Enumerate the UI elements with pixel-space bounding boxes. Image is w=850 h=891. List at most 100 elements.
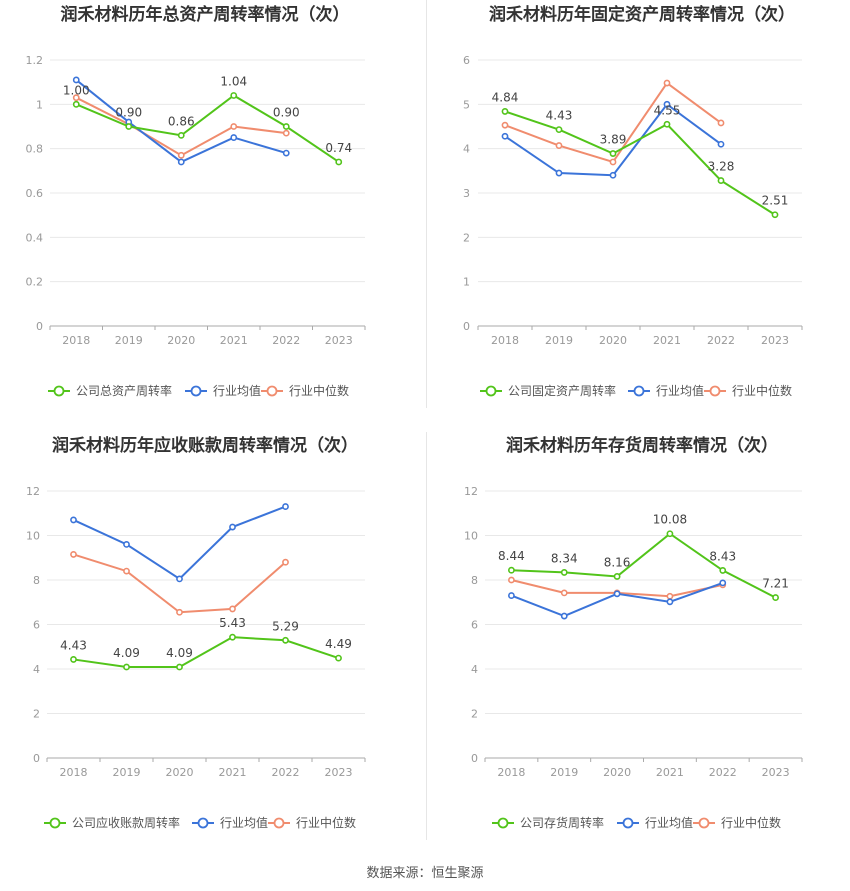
y-tick-label: 4 — [463, 143, 470, 156]
data-label: 4.84 — [492, 90, 519, 104]
x-tick-label: 2019 — [115, 334, 143, 347]
data-point-avg — [717, 140, 725, 148]
data-point-median — [176, 608, 183, 616]
x-tick-label: 2018 — [62, 334, 90, 347]
y-tick-label: 2 — [463, 231, 470, 244]
legend-label: 行业中位数 — [721, 815, 781, 830]
data-point-median — [177, 151, 185, 159]
data-point-company — [560, 569, 568, 576]
x-tick-label: 2022 — [272, 766, 300, 779]
chart-title: 润禾材料历年存货周转率情况（次） — [506, 435, 778, 456]
panel-divider-top — [426, 0, 427, 408]
x-tick-label: 2023 — [325, 334, 353, 347]
data-point-avg — [230, 134, 238, 141]
y-tick-label: 0 — [33, 752, 40, 765]
data-point-company — [508, 566, 515, 574]
data-point-company — [335, 654, 342, 662]
legend-swatch-marker — [53, 385, 65, 397]
x-tick-label: 2023 — [762, 766, 790, 779]
data-label: 8.34 — [551, 551, 578, 565]
legend-swatch-marker — [633, 385, 645, 397]
data-point-company — [229, 633, 236, 641]
y-tick-label: 12 — [464, 485, 478, 498]
chart-panel-2: 润禾材料历年固定资产周转率情况（次） 0 1 2 3 4 5 6 2018 2019 2020 202… — [463, 4, 803, 398]
data-point-median — [72, 94, 80, 102]
legend-item-company: 公司应收账款周转率 — [44, 815, 180, 830]
legend-label: 行业中位数 — [296, 815, 356, 830]
y-tick-label: 6 — [471, 619, 478, 632]
data-point-company — [335, 158, 343, 166]
legend-label: 公司应收账款周转率 — [72, 815, 180, 830]
data-label: 10.08 — [653, 513, 687, 527]
y-tick-label: 0.8 — [26, 143, 44, 156]
data-point-avg — [609, 171, 617, 179]
data-point-median — [508, 576, 515, 584]
legend-item-median: 行业中位数 — [268, 815, 356, 830]
legend-swatch-marker — [266, 385, 278, 397]
data-point-avg — [282, 149, 290, 157]
data-point-median — [717, 119, 725, 127]
data-point-company — [282, 123, 290, 130]
data-label: 5.43 — [219, 616, 246, 630]
chart-title: 润禾材料历年应收账款周转率情况（次） — [52, 435, 358, 456]
data-point-avg — [177, 158, 185, 166]
data-point-median — [663, 79, 671, 87]
data-point-median — [555, 142, 563, 149]
legend-item-company: 公司固定资产周转率 — [480, 383, 616, 398]
legend-swatch-marker — [497, 817, 509, 829]
legend-swatch-marker — [273, 817, 285, 829]
y-tick-label: 2 — [33, 708, 40, 721]
x-tick-label: 2020 — [166, 766, 194, 779]
y-tick-label: 8 — [33, 574, 40, 587]
data-label: 0.74 — [325, 141, 352, 155]
data-label: 3.28 — [708, 160, 735, 174]
data-point-company — [282, 636, 289, 644]
y-tick-label: 0 — [463, 320, 470, 333]
x-tick-label: 2020 — [603, 766, 631, 779]
y-tick-label: 0.4 — [26, 231, 44, 244]
legend-label: 公司存货周转率 — [520, 815, 604, 830]
data-point-company — [123, 663, 130, 671]
legend-label: 行业均值 — [213, 383, 261, 398]
data-point-avg — [70, 516, 77, 524]
y-tick-label: 10 — [26, 530, 40, 543]
data-point-company — [719, 567, 727, 574]
y-tick-label: 8 — [471, 574, 478, 587]
legend-item-avg: 行业均值 — [192, 815, 268, 830]
y-tick-label: 1 — [36, 98, 43, 111]
data-label: 5.29 — [272, 619, 299, 633]
legend-swatch-marker — [49, 817, 61, 829]
data-point-avg — [663, 100, 671, 108]
data-label: 0.90 — [115, 106, 142, 120]
y-tick-label: 4 — [33, 663, 40, 676]
data-point-avg — [123, 541, 130, 548]
y-tick-label: 0.2 — [26, 276, 44, 289]
data-point-avg — [229, 523, 236, 531]
legend-swatch-marker — [190, 385, 202, 397]
legend-item-avg: 行业均值 — [628, 383, 704, 398]
data-point-company — [70, 656, 77, 663]
data-label: 4.49 — [325, 637, 352, 651]
data-point-company — [717, 177, 725, 184]
chart-panel-4: 润禾材料历年存货周转率情况（次） 0 2 4 6 8 10 12 2018 2019 2020 202… — [464, 435, 803, 830]
y-tick-label: 6 — [33, 619, 40, 632]
data-point-avg — [508, 592, 515, 599]
x-tick-label: 2021 — [656, 766, 684, 779]
data-label: 1.04 — [220, 74, 247, 88]
data-point-median — [282, 129, 290, 137]
legend-label: 行业均值 — [220, 815, 268, 830]
y-tick-label: 4 — [471, 663, 478, 676]
x-tick-label: 2020 — [599, 334, 627, 347]
data-point-company — [666, 530, 674, 538]
data-point-avg — [666, 598, 674, 606]
data-source-note: 数据来源：恒生聚源 — [366, 866, 484, 881]
legend-item-company: 公司总资产周转率 — [48, 383, 172, 398]
data-point-company — [663, 120, 671, 128]
x-tick-label: 2023 — [761, 334, 789, 347]
legend-item-median: 行业中位数 — [704, 383, 792, 398]
legend-item-median: 行业中位数 — [693, 815, 781, 830]
data-point-median — [560, 589, 568, 597]
data-label: 4.43 — [60, 638, 87, 652]
data-label: 8.44 — [498, 549, 525, 563]
x-tick-label: 2021 — [653, 334, 681, 347]
